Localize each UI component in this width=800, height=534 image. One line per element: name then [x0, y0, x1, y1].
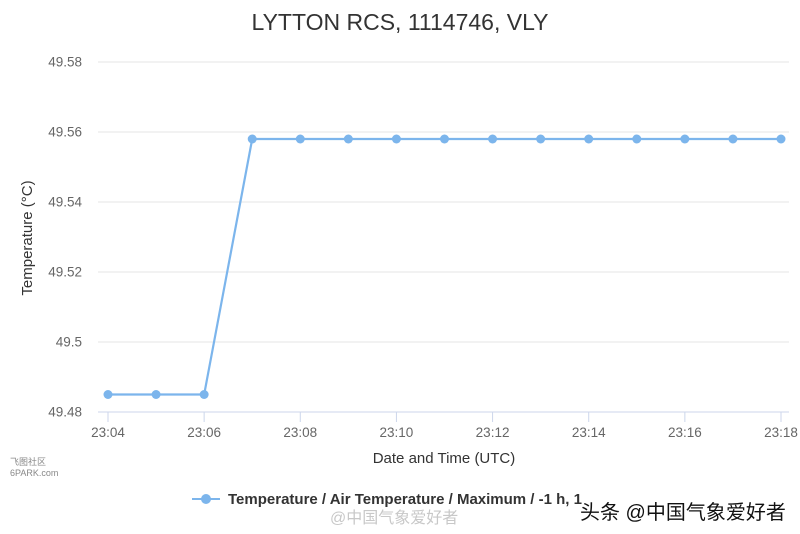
x-tick-label: 23:04: [91, 425, 125, 440]
y-tick-label: 49.5: [56, 335, 82, 350]
series-group: [103, 134, 786, 399]
data-point[interactable]: [728, 134, 738, 144]
x-tick-label: 23:14: [572, 425, 606, 440]
y-tick-label: 49.56: [48, 125, 82, 140]
y-tick-label: 49.48: [48, 405, 82, 420]
x-tick-label: 23:10: [380, 425, 414, 440]
watermark-right: 头条 @中国气象爱好者: [580, 502, 786, 524]
x-tick-label: 23:16: [668, 425, 702, 440]
x-tick-label: 23:18: [764, 425, 798, 440]
chart-title: LYTTON RCS, 1114746, VLY: [251, 9, 549, 35]
data-point[interactable]: [632, 134, 642, 144]
data-point[interactable]: [295, 134, 305, 144]
watermark-middle: @中国气象爱好者: [330, 510, 459, 527]
x-tick-label: 23:08: [283, 425, 317, 440]
data-point[interactable]: [151, 390, 161, 399]
data-point[interactable]: [199, 390, 209, 399]
legend[interactable]: Temperature / Air Temperature / Maximum …: [192, 488, 582, 510]
data-point[interactable]: [776, 134, 786, 144]
y-tick-label: 49.54: [48, 195, 82, 210]
data-point[interactable]: [680, 134, 690, 144]
y-tick-label: 49.52: [48, 265, 82, 280]
watermark-left: 飞图社区 6PARK.com: [10, 457, 59, 478]
x-axis: 23:04 23:06 23:08 23:10 23:12 23:14 23:16 23:18: [91, 411, 798, 440]
y-tick-label: 49.58: [48, 55, 82, 70]
data-point[interactable]: [488, 134, 498, 144]
legend-series-label: Temperature / Air Temperature / Maximum …: [228, 490, 582, 508]
y-axis-title: Temperature (°C): [19, 180, 36, 295]
data-point[interactable]: [536, 134, 546, 144]
x-tick-label: 23:06: [187, 425, 221, 440]
data-point[interactable]: [440, 134, 449, 144]
x-axis-title: Date and Time (UTC): [373, 450, 516, 467]
grid-lines: [98, 61, 789, 343]
x-tick-label: 23:12: [476, 425, 510, 440]
data-point[interactable]: [103, 390, 113, 399]
data-point[interactable]: [391, 134, 401, 144]
data-point[interactable]: [247, 134, 257, 144]
legend-series-symbol: [192, 492, 220, 506]
data-point[interactable]: [584, 134, 594, 144]
data-point[interactable]: [343, 134, 353, 144]
series-line: [108, 137, 781, 396]
y-axis-ticks: 49.48 49.5 49.52 49.54 49.56 49.58: [48, 55, 82, 420]
